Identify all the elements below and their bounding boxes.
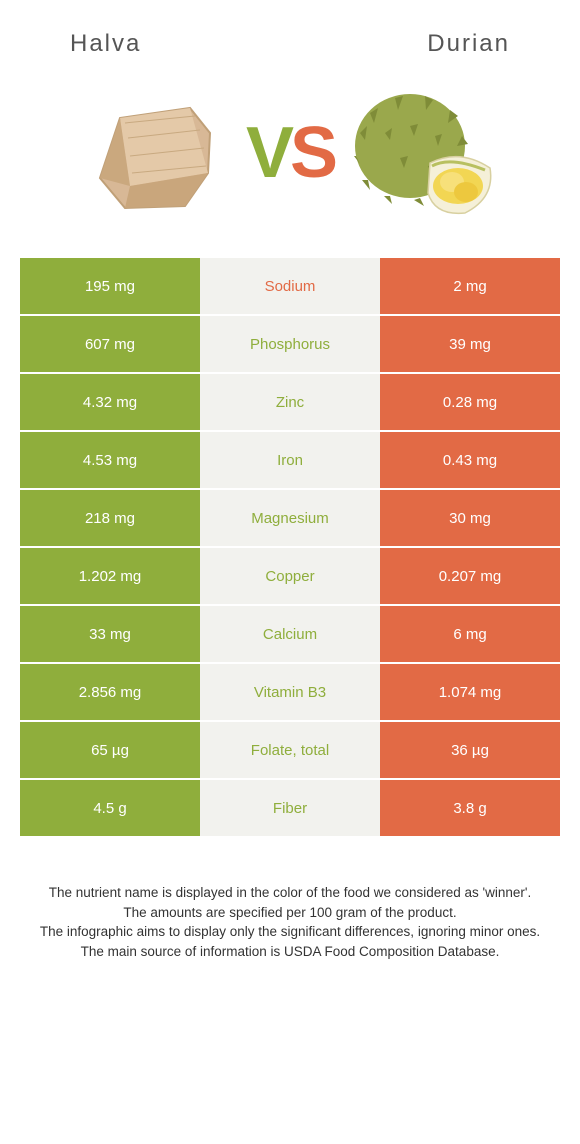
halva-image <box>70 78 240 228</box>
vs-label: VS <box>240 117 340 189</box>
table-row: 195 mgSodium2 mg <box>20 258 560 314</box>
durian-image <box>340 78 510 228</box>
table-row: 33 mgCalcium6 mg <box>20 606 560 662</box>
cell-left-value: 4.32 mg <box>20 374 200 430</box>
footnote-line: The main source of information is USDA F… <box>30 942 550 962</box>
cell-left-value: 65 µg <box>20 722 200 778</box>
table-row: 4.32 mgZinc0.28 mg <box>20 374 560 430</box>
cell-right-value: 2 mg <box>380 258 560 314</box>
cell-nutrient-label: Folate, total <box>200 722 380 778</box>
cell-left-value: 218 mg <box>20 490 200 546</box>
table-row: 607 mgPhosphorus39 mg <box>20 316 560 372</box>
vs-v: V <box>246 117 290 189</box>
cell-nutrient-label: Zinc <box>200 374 380 430</box>
footnotes: The nutrient name is displayed in the co… <box>0 838 580 961</box>
cell-left-value: 2.856 mg <box>20 664 200 720</box>
cell-nutrient-label: Phosphorus <box>200 316 380 372</box>
cell-left-value: 4.53 mg <box>20 432 200 488</box>
footnote-line: The infographic aims to display only the… <box>30 922 550 942</box>
footnote-line: The amounts are specified per 100 gram o… <box>30 903 550 923</box>
food-left-title: Halva <box>70 30 141 58</box>
table-row: 65 µgFolate, total36 µg <box>20 722 560 778</box>
cell-right-value: 6 mg <box>380 606 560 662</box>
cell-left-value: 4.5 g <box>20 780 200 836</box>
cell-left-value: 195 mg <box>20 258 200 314</box>
cell-right-value: 0.207 mg <box>380 548 560 604</box>
table-row: 4.53 mgIron0.43 mg <box>20 432 560 488</box>
vs-s: S <box>290 117 334 189</box>
table-row: 2.856 mgVitamin B31.074 mg <box>20 664 560 720</box>
cell-right-value: 0.43 mg <box>380 432 560 488</box>
cell-right-value: 0.28 mg <box>380 374 560 430</box>
cell-nutrient-label: Copper <box>200 548 380 604</box>
cell-left-value: 33 mg <box>20 606 200 662</box>
cell-nutrient-label: Iron <box>200 432 380 488</box>
table-row: 1.202 mgCopper0.207 mg <box>20 548 560 604</box>
footnote-line: The nutrient name is displayed in the co… <box>30 883 550 903</box>
cell-right-value: 3.8 g <box>380 780 560 836</box>
cell-nutrient-label: Fiber <box>200 780 380 836</box>
cell-left-value: 1.202 mg <box>20 548 200 604</box>
images-row: VS <box>0 68 580 258</box>
cell-right-value: 1.074 mg <box>380 664 560 720</box>
cell-left-value: 607 mg <box>20 316 200 372</box>
cell-nutrient-label: Sodium <box>200 258 380 314</box>
table-row: 4.5 gFiber3.8 g <box>20 780 560 836</box>
cell-nutrient-label: Magnesium <box>200 490 380 546</box>
cell-right-value: 39 mg <box>380 316 560 372</box>
cell-nutrient-label: Calcium <box>200 606 380 662</box>
comparison-table: 195 mgSodium2 mg607 mgPhosphorus39 mg4.3… <box>20 258 560 836</box>
table-row: 218 mgMagnesium30 mg <box>20 490 560 546</box>
header: Halva Durian <box>0 0 580 68</box>
food-right-title: Durian <box>427 30 510 58</box>
cell-nutrient-label: Vitamin B3 <box>200 664 380 720</box>
cell-right-value: 30 mg <box>380 490 560 546</box>
cell-right-value: 36 µg <box>380 722 560 778</box>
